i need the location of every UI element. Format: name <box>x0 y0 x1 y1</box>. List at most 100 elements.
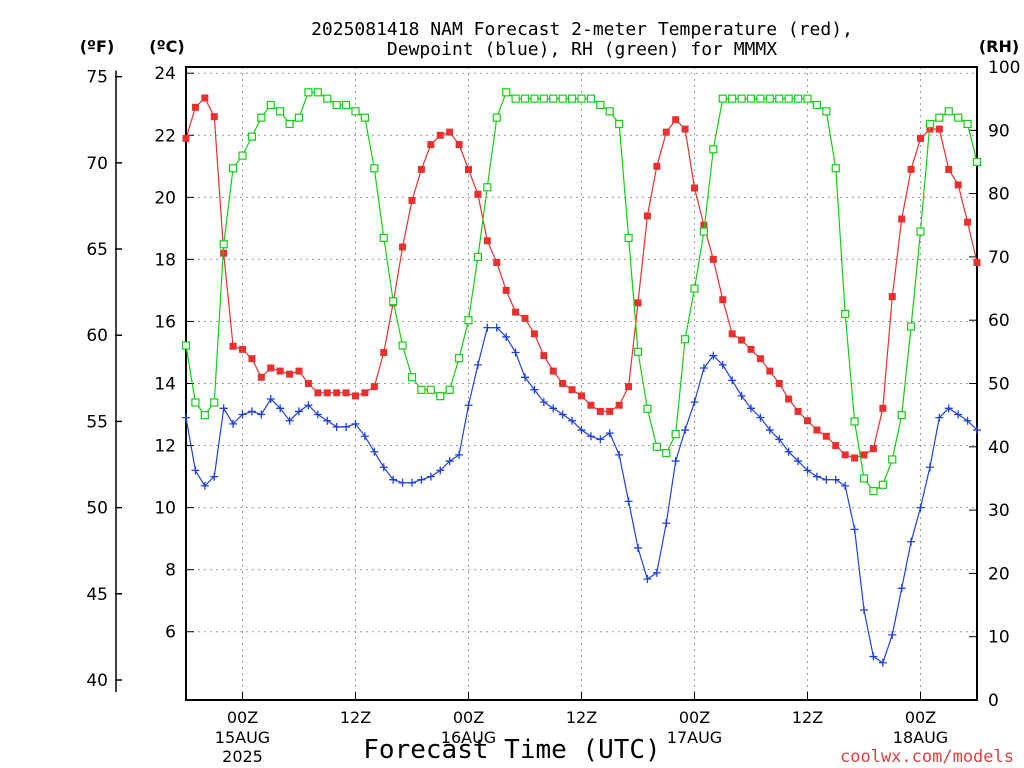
data-point <box>200 481 209 490</box>
data-point <box>586 432 595 441</box>
data-point <box>379 233 388 243</box>
data-point <box>341 100 351 110</box>
data-point <box>633 347 643 356</box>
data-point <box>332 422 341 431</box>
data-point <box>878 480 887 489</box>
data-point <box>417 165 425 173</box>
data-point <box>643 404 652 413</box>
x-tick-label-date: 18AUG <box>893 728 948 747</box>
y-tick-label-rh: 50 <box>988 375 1010 395</box>
data-point <box>314 389 322 397</box>
data-point <box>520 94 530 103</box>
data-point <box>888 293 896 301</box>
x-tick-label-date: 17AUG <box>667 728 722 747</box>
data-point <box>294 113 304 122</box>
data-point <box>784 447 793 456</box>
data-point <box>652 442 661 451</box>
series-dewpoint <box>182 323 981 667</box>
data-point <box>360 113 370 122</box>
y-tick-label-c: 6 <box>165 623 176 643</box>
y-tick-label-f: 45 <box>86 585 108 605</box>
data-point <box>210 472 219 481</box>
data-point <box>568 416 577 425</box>
y-tick-label-c: 18 <box>154 250 176 270</box>
data-point <box>426 385 435 394</box>
data-point <box>973 426 981 435</box>
data-point <box>728 94 737 103</box>
data-point <box>238 410 247 419</box>
data-point <box>559 380 567 387</box>
data-point <box>473 360 482 369</box>
data-point <box>285 416 294 425</box>
y-tick-label-rh: 10 <box>988 628 1010 648</box>
data-point <box>737 94 746 103</box>
data-point <box>521 314 529 322</box>
data-point <box>446 128 454 136</box>
data-point <box>634 299 642 307</box>
data-point <box>681 426 690 435</box>
data-point <box>878 658 887 667</box>
data-point <box>370 164 379 173</box>
data-point <box>304 401 313 410</box>
data-point <box>483 183 492 192</box>
data-point <box>879 404 887 412</box>
data-point <box>323 389 331 397</box>
data-point <box>228 164 238 173</box>
data-point <box>539 94 548 103</box>
x-axis-label: Forecast Time (UTC) <box>363 735 660 765</box>
y-tick-label-f: 60 <box>86 326 108 346</box>
data-point <box>200 411 209 420</box>
data-point <box>276 404 285 413</box>
data-point <box>784 94 793 103</box>
data-point <box>850 417 859 426</box>
data-point <box>765 94 774 103</box>
data-point <box>662 128 670 136</box>
data-point <box>530 330 538 338</box>
data-point <box>728 376 737 385</box>
data-point <box>596 407 604 415</box>
data-point <box>756 355 764 363</box>
data-point <box>455 450 464 459</box>
data-point <box>182 134 190 142</box>
data-point <box>897 584 906 593</box>
data-point <box>361 389 369 397</box>
y-tick-label-c: 22 <box>154 126 176 146</box>
data-point <box>586 94 596 103</box>
data-point <box>765 426 774 435</box>
data-point <box>737 391 746 400</box>
data-point <box>954 113 963 122</box>
data-point <box>549 367 557 375</box>
data-point <box>954 410 963 419</box>
data-point <box>860 451 868 459</box>
y-tick-label-rh: 90 <box>988 121 1010 141</box>
data-point <box>257 113 266 122</box>
data-point <box>304 88 313 97</box>
data-point <box>615 450 624 459</box>
data-point <box>521 373 529 382</box>
data-point <box>266 100 275 110</box>
data-point <box>493 258 501 266</box>
data-point <box>719 296 727 304</box>
data-point <box>898 215 906 223</box>
y-tick-label-rh: 0 <box>988 691 999 711</box>
y-tick-label-rh: 20 <box>988 564 1010 584</box>
y-tick-label-rh: 100 <box>988 58 1020 78</box>
data-point <box>916 503 925 512</box>
series-rh <box>181 88 982 496</box>
data-point <box>540 352 548 360</box>
data-point <box>567 94 577 103</box>
data-point <box>596 100 605 110</box>
x-tick-label-time: 12Z <box>566 708 597 727</box>
data-point <box>812 472 821 481</box>
chart-title: 2025081418 NAM Forecast 2-meter Temperat… <box>311 19 853 40</box>
data-point <box>332 100 341 110</box>
y-tick-label-f: 40 <box>86 671 108 691</box>
data-point <box>699 363 708 372</box>
data-point <box>746 94 756 103</box>
data-point <box>738 336 746 344</box>
data-point <box>907 537 916 546</box>
data-point <box>709 255 717 263</box>
data-point <box>389 475 398 484</box>
data-point <box>652 568 661 577</box>
unit-label-fahrenheit: (ºF) <box>80 37 115 56</box>
